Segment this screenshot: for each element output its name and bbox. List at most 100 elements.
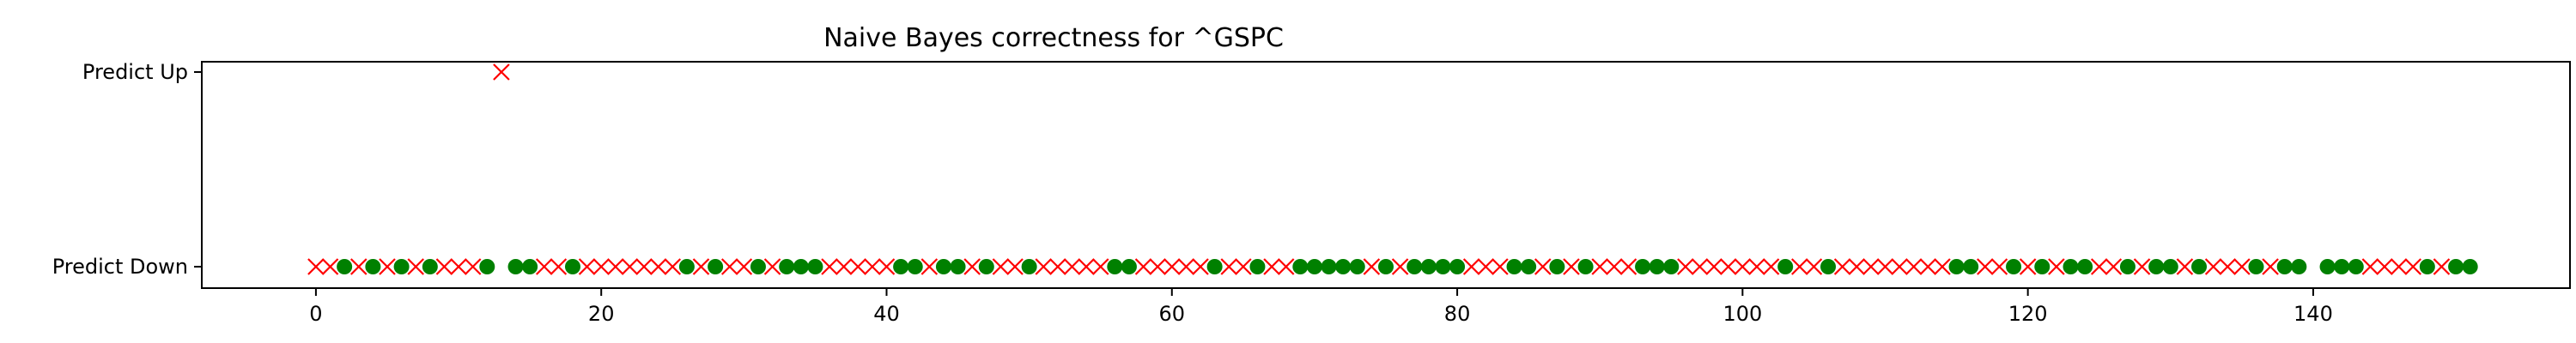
correct-prediction-marker (2248, 259, 2264, 274)
x-tick-label: 100 (1722, 302, 1762, 326)
incorrect-prediction-marker (849, 258, 867, 275)
correct-prediction-marker (2034, 259, 2050, 274)
incorrect-prediction-marker (1919, 258, 1937, 275)
incorrect-prediction-marker (1192, 258, 1209, 275)
incorrect-prediction-marker (578, 258, 596, 275)
correct-prediction-marker (678, 259, 695, 274)
x-axis: 0 20 40 60 80 100 120 140 (309, 288, 2333, 326)
correct-prediction-marker (2319, 259, 2336, 274)
correct-prediction-marker (1107, 259, 1123, 274)
incorrect-prediction-marker (1391, 258, 1409, 275)
incorrect-prediction-marker (349, 258, 368, 275)
correct-prediction-marker (2462, 259, 2478, 274)
incorrect-prediction-marker (1591, 258, 1608, 275)
incorrect-prediction-marker (435, 258, 453, 275)
incorrect-prediction-marker (1691, 258, 1709, 275)
incorrect-prediction-marker (2262, 258, 2279, 275)
correct-prediction-marker (2162, 259, 2178, 274)
correct-prediction-marker (978, 259, 994, 274)
incorrect-prediction-marker (1220, 258, 1238, 275)
correct-prediction-marker (950, 259, 966, 274)
correct-prediction-marker (2276, 259, 2293, 274)
correct-prediction-marker (479, 259, 495, 274)
correct-prediction-marker (907, 259, 923, 274)
incorrect-prediction-marker (379, 258, 396, 275)
correct-prediction-marker (1121, 259, 1137, 274)
incorrect-prediction-marker (1235, 258, 1252, 275)
correct-prediction-marker (708, 259, 724, 274)
correct-prediction-marker (2077, 259, 2093, 274)
correct-prediction-marker (1292, 259, 1309, 274)
correct-prediction-marker (1649, 259, 1665, 274)
incorrect-prediction-marker (607, 258, 624, 275)
correct-prediction-marker (2119, 259, 2136, 274)
correct-prediction-marker (2334, 259, 2350, 274)
x-tick-label: 0 (309, 302, 322, 326)
incorrect-prediction-marker (2105, 258, 2123, 275)
incorrect-prediction-marker (1363, 258, 1381, 275)
incorrect-prediction-marker (450, 258, 467, 275)
x-tick-label: 120 (2008, 302, 2048, 326)
incorrect-prediction-marker (2376, 258, 2393, 275)
correct-prediction-marker (1249, 259, 1266, 274)
correct-prediction-marker (337, 259, 353, 274)
incorrect-prediction-marker (821, 258, 838, 275)
correct-prediction-marker (1549, 259, 1565, 274)
incorrect-prediction-marker (1619, 258, 1637, 275)
y-tick-label: Predict Down (52, 255, 188, 279)
incorrect-prediction-marker (1049, 258, 1066, 275)
incorrect-prediction-marker (621, 258, 639, 275)
incorrect-prediction-marker (493, 63, 510, 81)
correct-prediction-marker (1777, 259, 1794, 274)
correct-prediction-marker (1635, 259, 1651, 274)
correct-prediction-marker (1349, 259, 1365, 274)
incorrect-prediction-marker (1891, 258, 1908, 275)
incorrect-prediction-marker (1563, 258, 1580, 275)
x-tick-label: 20 (588, 302, 615, 326)
incorrect-prediction-marker (2219, 258, 2237, 275)
y-tick-label: Predict Up (82, 60, 188, 84)
incorrect-prediction-marker (2390, 258, 2408, 275)
incorrect-prediction-marker (1477, 258, 1495, 275)
incorrect-prediction-marker (1035, 258, 1053, 275)
incorrect-prediction-marker (592, 258, 610, 275)
correct-prediction-marker (935, 259, 951, 274)
correct-prediction-marker (2191, 259, 2208, 274)
incorrect-prediction-marker (2133, 258, 2151, 275)
incorrect-prediction-marker (1719, 258, 1737, 275)
correct-prediction-marker (1321, 259, 1337, 274)
incorrect-prediction-marker (720, 258, 738, 275)
x-tick-label: 60 (1159, 302, 1186, 326)
correct-prediction-marker (1948, 259, 1965, 274)
incorrect-prediction-marker (920, 258, 939, 275)
correct-prediction-marker (1449, 259, 1466, 274)
incorrect-prediction-marker (664, 258, 682, 275)
incorrect-prediction-marker (1277, 258, 1295, 275)
correct-prediction-marker (2006, 259, 2022, 274)
correct-prediction-marker (793, 259, 809, 274)
incorrect-prediction-marker (1934, 258, 1951, 275)
correct-prediction-marker (2348, 259, 2364, 274)
correct-prediction-marker (1378, 259, 1394, 274)
correct-prediction-marker (1435, 259, 1451, 274)
incorrect-prediction-marker (649, 258, 667, 275)
correct-prediction-marker (1577, 259, 1594, 274)
incorrect-prediction-marker (1762, 258, 1780, 275)
correct-prediction-marker (422, 259, 438, 274)
x-tick-label: 80 (1444, 302, 1471, 326)
x-tick-label: 140 (2293, 302, 2333, 326)
correct-prediction-marker (522, 259, 538, 274)
correct-prediction-marker (1521, 259, 1537, 274)
incorrect-prediction-marker (735, 258, 753, 275)
incorrect-prediction-marker (2433, 258, 2451, 275)
chart-title: Naive Bayes correctness for ^GSPC (823, 23, 1284, 53)
correct-prediction-marker (393, 259, 410, 274)
incorrect-prediction-marker (2404, 258, 2422, 275)
incorrect-prediction-marker (1848, 258, 1866, 275)
incorrect-prediction-marker (1734, 258, 1752, 275)
incorrect-prediction-marker (1462, 258, 1480, 275)
incorrect-prediction-marker (1677, 258, 1694, 275)
correct-prediction-marker (807, 259, 823, 274)
correct-prediction-marker (1663, 259, 1680, 274)
